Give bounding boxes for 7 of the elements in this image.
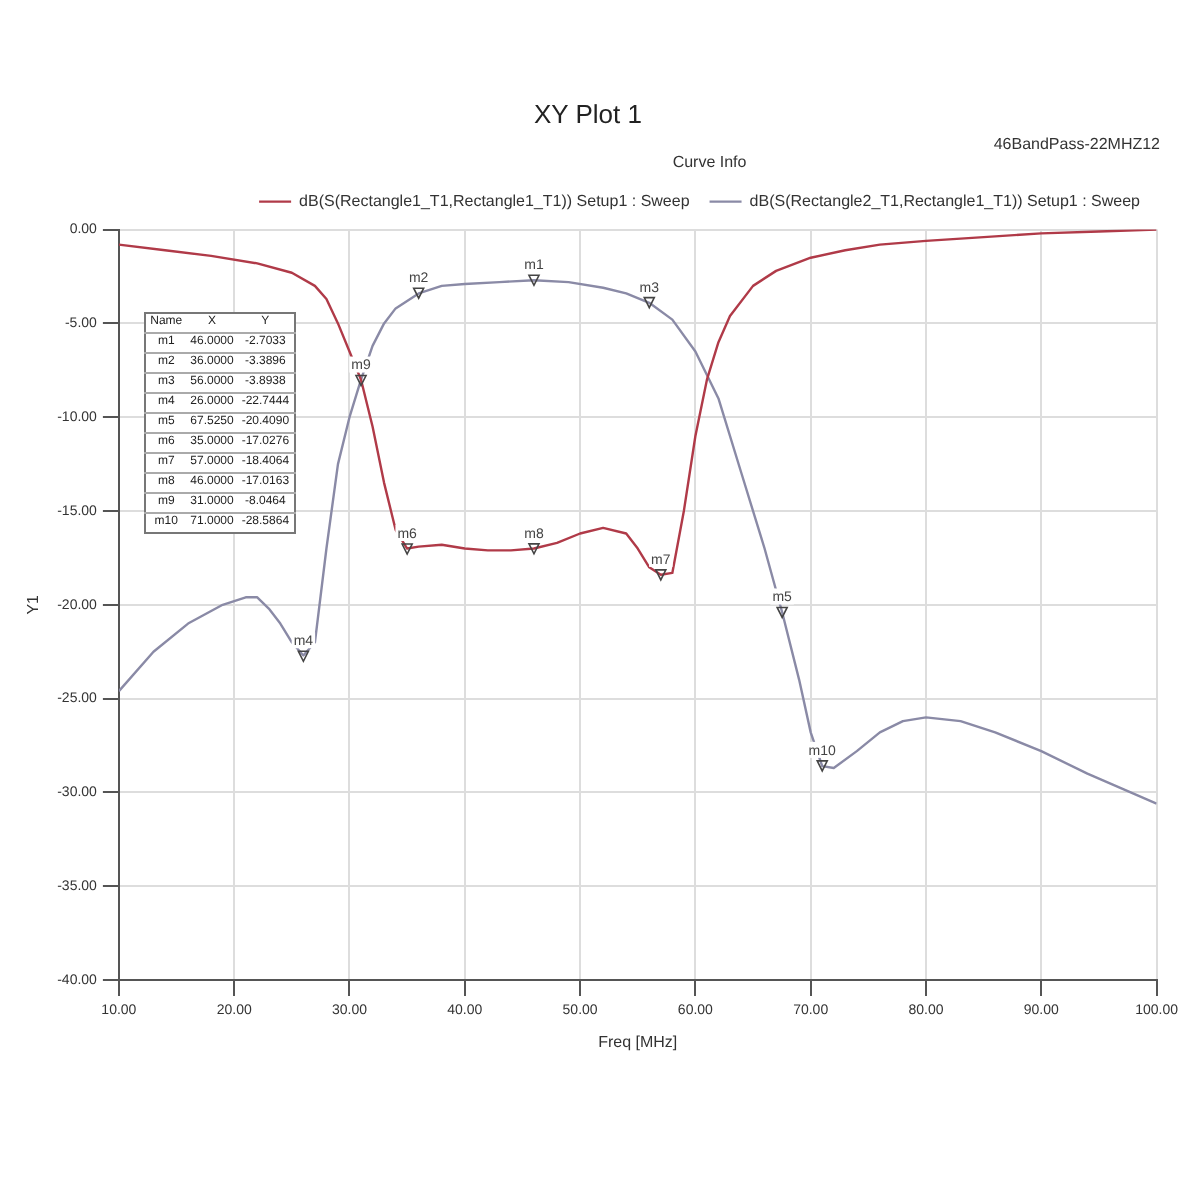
legend-label: dB(S(Rectangle1_T1,Rectangle1_T1)) Setup1 : Sweep — [299, 192, 691, 211]
y-axis-title: Y1 — [24, 593, 43, 615]
legend-title: Curve Info — [672, 152, 748, 171]
x-axis-title: Freq [MHz] — [598, 1032, 678, 1051]
chart-subtitle: 46BandPass-22MHZ12 — [993, 135, 1162, 154]
legend-label: dB(S(Rectangle2_T1,Rectangle1_T1)) Setup1 : Sweep — [749, 192, 1142, 211]
chart-title: XY Plot 1 — [534, 98, 642, 129]
